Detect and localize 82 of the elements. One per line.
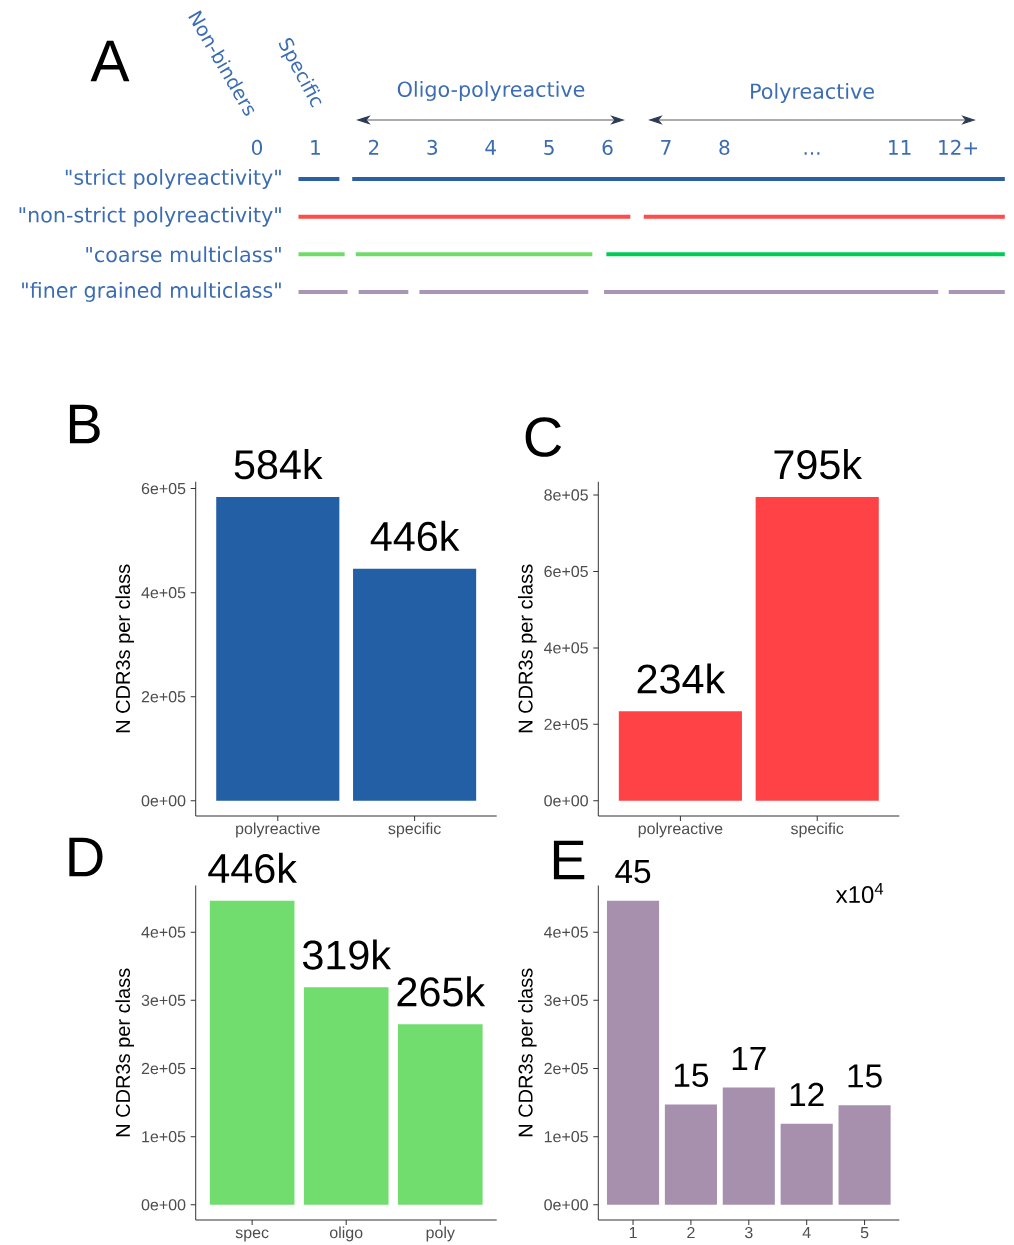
y-tick-label: "non-strict polyreactivity" [19,206,281,227]
bar [780,1123,833,1205]
data-label: 265k [397,976,486,1007]
x-tick-label: oligo [329,1226,363,1242]
chart-title: B [69,404,100,444]
bar [838,1105,891,1205]
x-tick-label: poly [426,1226,455,1242]
x-tick-label: 12+ [939,139,978,155]
x-tick-label: specific [790,822,844,838]
y-tick-label: 0e+00 [544,795,588,807]
annotation: x10$^{4}$ [835,882,884,904]
y-tick-label: 3e+05 [141,994,186,1006]
x-tick-label: 2 [687,1226,695,1239]
y-tick-label: 2e+05 [141,1062,186,1075]
y-tick-label: 4e+05 [141,926,186,938]
y-tick-label: 4e+05 [544,926,588,938]
y-tick-label: 2e+05 [544,718,588,731]
x-tick-label: polyreactive [236,822,320,838]
y-tick-label: 4e+05 [544,642,588,654]
y-axis-title: N CDR3s per class [115,564,135,733]
x-tick-label: 5 [544,140,554,155]
y-tick-label: 2e+05 [544,1062,588,1075]
chart-title: A [90,40,130,82]
x-tick-label: 4 [485,140,496,155]
y-tick-label: 1e+05 [142,1130,186,1143]
x-tick-label: 5 [860,1227,869,1239]
x-tick-label: 1 [629,1227,637,1239]
y-tick-label: 0e+00 [141,795,186,807]
y-axis-title: N CDR3s per class [517,564,537,733]
bar [606,900,660,1205]
bar [604,289,939,294]
annotation: 15 [848,1064,882,1088]
data-label: 584k [234,448,323,480]
y-tick-label: 2e+05 [141,691,186,703]
y-tick-label: 0e+00 [141,1199,186,1211]
annotation: 45 [615,859,651,884]
bar [303,987,389,1205]
annotation: 12 [790,1082,824,1107]
bar [664,1104,717,1205]
y-tick-label: 6e+05 [141,482,186,495]
y-tick-label: 1e+05 [544,1130,588,1143]
x-tick-label: 3 [427,139,438,155]
bar [209,900,295,1205]
bar [606,252,1005,257]
text: Oligo-polyreactive [397,81,585,102]
y-tick-label: "finer grained multiclass" [22,281,281,302]
y-tick-label: "strict polyreactivity" [65,168,281,189]
x-tick-label: ... [804,152,820,155]
x-tick-label: spec [235,1229,269,1242]
y-tick-label: 4e+05 [141,587,186,599]
data-label: 446k [370,520,460,552]
x-tick-label: polyreactive [638,822,723,838]
text: Polyreactive [751,82,874,103]
x-tick-label: 8 [719,139,730,155]
y-axis-title: N CDR3s per class [115,968,135,1137]
x-tick-label: 4 [802,1227,811,1239]
x-tick-label: 7 [661,140,671,155]
data-label: 446k [208,852,297,884]
annotation: 17 [732,1047,766,1070]
y-tick-label: 0e+00 [544,1199,588,1211]
y-tick-label: 6e+05 [544,565,588,578]
chart-title: D [69,837,103,877]
data-label: 234k [637,663,726,694]
x-tick-label: 1 [311,140,320,155]
chart-title: E [553,840,585,880]
x-tick-label: 11 [889,140,911,155]
chart-title: C [525,417,562,457]
y-axis-title: N CDR3s per class [517,968,537,1137]
bar [722,1087,775,1205]
y-tick-label: "coarse multiclass" [86,246,281,263]
bar [948,289,1005,294]
y-tick-label: 3e+05 [544,994,588,1006]
annotation: 15 [674,1063,709,1088]
x-tick-label: 3 [744,1226,753,1239]
x-tick-label: specific [388,822,441,838]
data-label: 795k [774,448,863,480]
x-tick-label: 2 [368,139,379,155]
x-tick-label: 6 [602,139,613,155]
bar [397,1024,483,1205]
y-tick-label: 8e+05 [544,489,588,501]
data-label: 319k [302,939,392,970]
x-tick-label: 0 [251,139,263,155]
